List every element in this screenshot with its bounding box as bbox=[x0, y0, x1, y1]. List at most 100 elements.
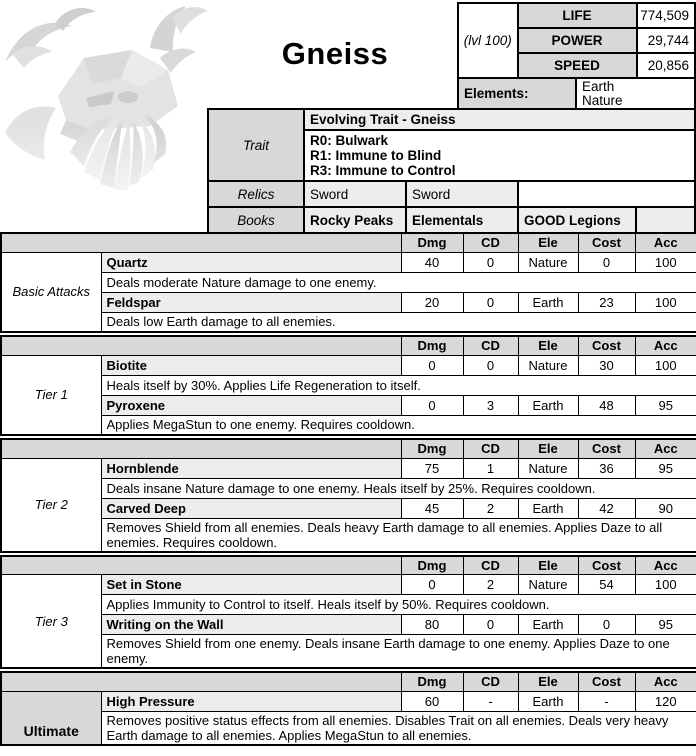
ability-cost: 54 bbox=[577, 574, 636, 595]
column-header-cost: Cost bbox=[577, 232, 636, 253]
ability-acc: 100 bbox=[634, 291, 696, 313]
ability-cost: 30 bbox=[577, 354, 636, 376]
ability-acc: 100 bbox=[634, 574, 696, 595]
column-header-cd: CD bbox=[462, 671, 519, 692]
stats-table: (lvl 100) LIFE 774,509 POWER 29,744 SPEE… bbox=[457, 2, 696, 79]
column-header-cost: Cost bbox=[577, 555, 636, 575]
tier-label: Basic Attacks bbox=[0, 251, 102, 333]
books-label: Books bbox=[207, 206, 305, 235]
ability-name: Pyroxene bbox=[100, 394, 402, 416]
ability-cd: 1 bbox=[462, 457, 519, 479]
page-title: Gneiss bbox=[281, 36, 389, 71]
column-header-acc: Acc bbox=[634, 438, 696, 459]
ability-ele: Earth bbox=[517, 291, 579, 313]
level-badge: (lvl 100) bbox=[457, 2, 519, 79]
ability-name: Biotite bbox=[100, 354, 402, 376]
ability-ele: Earth bbox=[517, 497, 579, 519]
ability-cd: 2 bbox=[462, 574, 519, 595]
ability-cd: 0 bbox=[462, 614, 519, 635]
ability-description: Deals insane Nature damage to one enemy.… bbox=[100, 477, 696, 499]
section-ultimate: Dmg CD Ele Cost Acc Ultimate High Pressu… bbox=[0, 671, 696, 746]
ability-description: Removes positive status effects from all… bbox=[100, 710, 696, 745]
header-blank bbox=[0, 555, 402, 575]
trait-header: Evolving Trait - Gneiss bbox=[302, 108, 696, 131]
ability-acc: 100 bbox=[634, 251, 696, 273]
ability-cost: 36 bbox=[577, 457, 636, 479]
trait-label: Trait bbox=[207, 108, 305, 182]
ability-description: Applies MegaStun to one enemy. Requires … bbox=[100, 414, 696, 436]
column-header-cost: Cost bbox=[577, 438, 636, 459]
relics-label: Relics bbox=[207, 180, 305, 208]
ability-cost: 23 bbox=[577, 291, 636, 313]
ability-cd: 2 bbox=[462, 497, 519, 519]
ability-acc: 95 bbox=[634, 614, 696, 635]
ability-dmg: 60 bbox=[400, 690, 464, 712]
ability-dmg: 45 bbox=[400, 497, 464, 519]
ability-ele: Nature bbox=[517, 251, 579, 273]
ability-acc: 95 bbox=[634, 394, 696, 416]
ability-name: Set in Stone bbox=[100, 574, 402, 595]
elements-value: Earth Nature bbox=[574, 77, 696, 110]
header-blank bbox=[0, 335, 402, 356]
stats-block: (lvl 100) LIFE 774,509 POWER 29,744 SPEE… bbox=[457, 2, 696, 110]
column-header-cd: CD bbox=[462, 555, 519, 575]
ability-dmg: 0 bbox=[400, 394, 464, 416]
ability-ele: Earth bbox=[517, 690, 579, 712]
ability-cost: - bbox=[577, 690, 636, 712]
column-header-cd: CD bbox=[462, 438, 519, 459]
ability-name: Quartz bbox=[100, 251, 402, 273]
ability-ele: Earth bbox=[517, 394, 579, 416]
trait-ranks: R0: Bulwark R1: Immune to Blind R3: Immu… bbox=[302, 129, 696, 182]
stat-label-life: LIFE bbox=[516, 2, 638, 29]
column-header-dmg: Dmg bbox=[400, 671, 464, 692]
section-tier-3: Dmg CD Ele Cost Acc Tier 3 Set in Stone … bbox=[0, 554, 696, 669]
ability-description: Removes Shield from one enemy. Deals ins… bbox=[100, 634, 696, 669]
ability-ele: Nature bbox=[517, 354, 579, 376]
ability-cd: 0 bbox=[462, 251, 519, 273]
stat-value-power: 29,744 bbox=[635, 27, 696, 54]
column-header-ele: Ele bbox=[517, 232, 579, 253]
ability-name: Hornblende bbox=[100, 457, 402, 479]
column-header-ele: Ele bbox=[517, 335, 579, 356]
trait-block: Trait Evolving Trait - Gneiss R0: Bulwar… bbox=[207, 108, 696, 235]
ability-cd: 0 bbox=[462, 291, 519, 313]
stat-label-speed: SPEED bbox=[516, 52, 638, 79]
column-header-ele: Ele bbox=[517, 438, 579, 459]
ability-dmg: 80 bbox=[400, 614, 464, 635]
stat-label-power: POWER bbox=[516, 27, 638, 54]
section-basic-attacks: Dmg CD Ele Cost Acc Basic Attacks Quartz… bbox=[0, 232, 696, 333]
ability-ele: Nature bbox=[517, 457, 579, 479]
elements-label: Elements: bbox=[457, 77, 577, 110]
ability-dmg: 40 bbox=[400, 251, 464, 273]
ability-name: Writing on the Wall bbox=[100, 614, 402, 635]
ability-cd: - bbox=[462, 690, 519, 712]
ability-description: Removes Shield from all enemies. Deals h… bbox=[100, 517, 696, 552]
creature-image bbox=[0, 0, 210, 230]
column-header-acc: Acc bbox=[634, 335, 696, 356]
ability-description: Applies Immunity to Control to itself. H… bbox=[100, 594, 696, 615]
header-blank bbox=[0, 438, 402, 459]
column-header-cost: Cost bbox=[577, 335, 636, 356]
column-header-ele: Ele bbox=[517, 671, 579, 692]
ability-cost: 48 bbox=[577, 394, 636, 416]
abilities-area: Dmg CD Ele Cost Acc Basic Attacks Quartz… bbox=[0, 232, 696, 748]
column-header-ele: Ele bbox=[517, 555, 579, 575]
stat-value-life: 774,509 bbox=[635, 2, 696, 29]
ability-acc: 120 bbox=[634, 690, 696, 712]
column-header-acc: Acc bbox=[634, 555, 696, 575]
ability-name: Feldspar bbox=[100, 291, 402, 313]
ability-name: Carved Deep bbox=[100, 497, 402, 519]
ability-acc: 100 bbox=[634, 354, 696, 376]
tier-label: Ultimate bbox=[0, 690, 102, 745]
ability-description: Heals itself by 30%. Applies Life Regene… bbox=[100, 374, 696, 396]
ability-dmg: 20 bbox=[400, 291, 464, 313]
stat-value-speed: 20,856 bbox=[635, 52, 696, 79]
column-header-dmg: Dmg bbox=[400, 555, 464, 575]
section-tier-1: Dmg CD Ele Cost Acc Tier 1 Biotite 0 0 N… bbox=[0, 335, 696, 436]
tier-label: Tier 2 bbox=[0, 457, 102, 552]
column-header-cost: Cost bbox=[577, 671, 636, 692]
ability-name: High Pressure bbox=[100, 690, 402, 712]
relic-slot-2: Sword bbox=[405, 180, 519, 208]
ability-ele: Earth bbox=[517, 614, 579, 635]
